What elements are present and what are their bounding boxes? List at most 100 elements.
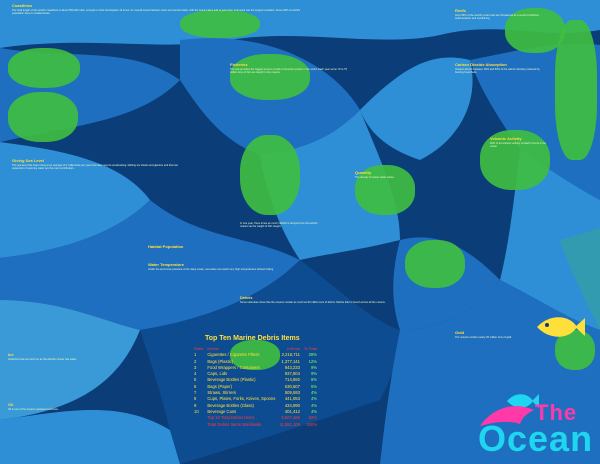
debris-table-header: Rank Debris # Items % Total [192,346,319,352]
rank: 2 [194,358,197,364]
debris-count: 401,412 [284,408,300,414]
heading-habitat-population: Habitat Population [148,244,184,249]
debris-row: 6 Bags (Paper) 530,607 5% [192,384,319,390]
bubble-reefs-green [505,8,565,53]
heading-ice: Ice [8,352,14,357]
poster-title-the: The [535,400,578,425]
heading-carbon-dioxide: Carbon Dioxide Absorption [455,62,507,67]
bubble-top-left-green [180,10,260,38]
debris-all-row: Total Debris Items Worldwide 11,581,108 … [192,422,319,428]
all-label: Total Debris Items Worldwide [207,421,262,427]
heading-sea-level: Giving Sea Level [12,158,45,163]
debris-row: 3 Food Wrappers / Containers 943,233 9% [192,365,319,371]
debris-item: Straws, Stirrers [207,390,236,396]
debris-pct: 4% [310,390,318,396]
rank: 8 [194,396,197,402]
heading-quantity: Quantity [355,170,372,175]
text-volcanic-activity: 90% of all volcanic activity on Earth oc… [490,142,547,149]
bubble-volcanic-green [480,130,550,190]
fish-icon [537,317,585,337]
total-label: Top 10 Total Debris Items [207,415,255,421]
debris-item: Cups, Plates, Forks, Knives, Spoons [207,396,276,402]
rank: 1 [194,352,197,358]
debris-pct: 4% [310,408,318,414]
heading-coastlines: Coastlines [12,3,33,8]
debris-row: 5 Beverage Bottles (Plastic) 714,892 6% [192,377,319,383]
col-debris: Debris [207,346,219,351]
debris-count: 714,892 [284,377,300,383]
debris-pct: 4% [310,402,318,408]
debris-item: Caps, Lids [207,371,228,377]
debris-row: 2 Bags (Plastic) 1,377,141 12% [192,359,319,365]
debris-count: 937,804 [284,371,300,377]
heading-fisheries: Fisheries [230,62,248,67]
text-water-temperature: Under the enormous pressure of the deep … [148,268,274,271]
heading-oil: Oil [8,402,14,407]
debris-row: 9 Beverage Bottles (Glass) 434,990 4% [192,403,319,409]
debris-row: 8 Cups, Plates, Forks, Knives, Spoons 441,… [192,396,319,402]
text-coastlines: The total length of the world's coastlin… [12,9,301,16]
col-pct: % Total [303,346,318,351]
debris-item: Bags (Plastic) [207,358,234,364]
debris-count: 1,377,141 [281,358,300,364]
text-ice: Antarctica has as much ice as the Atlant… [8,358,77,361]
rank: 10 [194,408,199,414]
debris-item: Bags (Paper) [207,383,233,389]
total-count: 9,507,466 [281,415,300,421]
debris-table-title: Top Ten Marine Debris Items [205,335,300,342]
heading-gold: Gold [455,330,465,335]
bubble-mid-green [230,54,310,100]
debris-pct: 9% [310,371,318,377]
debris-row: 4 Caps, Lids 937,804 9% [192,371,319,377]
bubble-mid-right-green [405,240,465,288]
total-pct: 82% [308,415,318,421]
heading-reefs: Reefs [455,8,466,13]
col-items: # Items [286,346,300,351]
dolphin-icon [480,406,534,426]
col-rank: Rank [194,346,204,351]
debris-count: 943,233 [284,364,300,370]
debris-pct: 12% [308,358,318,364]
debris-item: Beverage Cans [207,408,237,414]
heading-water-temperature: Water Temperature [148,262,185,267]
debris-row: 1 Cigarettes / Cigarette Filters 2,216,711… [192,352,319,358]
bubble-bottom-right-green [555,330,595,370]
debris-pct: 4% [310,396,318,402]
text-gold: The oceans contain nearly 20 million ton… [455,336,512,339]
rank: 3 [194,364,197,370]
rank: 7 [194,390,197,396]
heading-volcanic-activity: Volcanic Activity [490,136,522,141]
debris-pct: 9% [310,364,318,370]
rank: 4 [194,371,197,377]
rank: 9 [194,402,197,408]
bubble-oil-green [230,340,280,370]
debris-count: 434,990 [284,402,300,408]
bubble-quantity-green [355,165,415,215]
rank: 5 [194,377,197,383]
bubble-right-green [555,20,597,160]
bubble-coastlines-green [8,48,80,88]
text-oil: Oil is one of the ocean's greatest resou… [8,408,59,411]
debris-item: Beverage Bottles (Glass) [207,402,254,408]
text-fisheries: The sea provides the biggest source of w… [230,68,347,75]
debris-pct: 28% [308,352,318,358]
text-debris: Some estimates show that the oceans cont… [240,301,386,304]
debris-pct: 5% [310,383,318,389]
text-habitat-population: In one year, three times as much rubbish… [240,222,318,229]
debris-count: 530,607 [284,383,300,389]
debris-item: Beverage Bottles (Plastic) [207,377,256,383]
debris-count: 441,053 [284,396,300,402]
all-pct: 100% [306,421,318,427]
debris-pct: 6% [310,377,318,383]
debris-count: 2,216,711 [281,352,300,358]
debris-count: 509,593 [284,390,300,396]
heading-debris: Debris [240,295,253,300]
text-sea-level: The sea level has been rising at an aver… [12,164,178,171]
rank: 6 [194,383,197,389]
text-carbon-dioxide: Oceans absorb between 30% and 50% of the… [455,68,540,75]
text-reefs: Over 60% of the world's coral reefs are … [455,14,540,21]
poster-title-ocean: Ocean [478,418,594,459]
bubble-fisheries-green [240,135,300,215]
all-count: 11,581,108 [279,421,300,427]
